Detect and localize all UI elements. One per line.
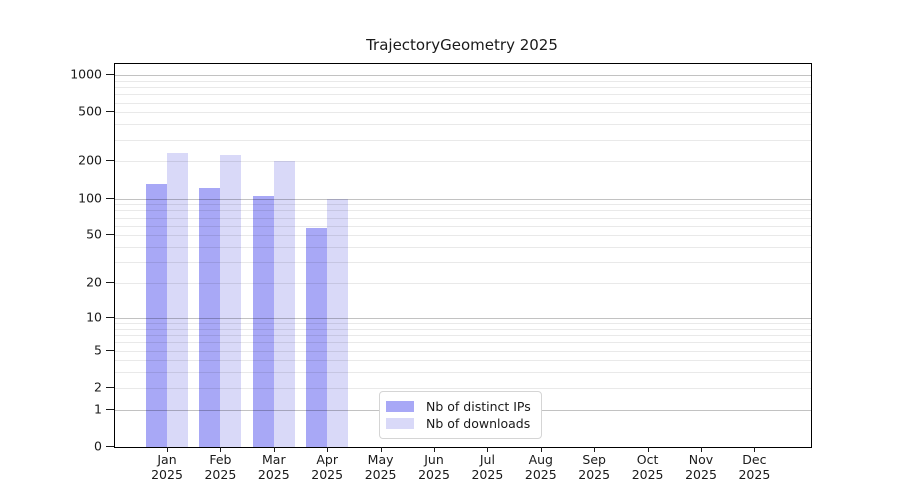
y-tick-mark-1 <box>106 408 114 410</box>
x-tick-mark-aug <box>540 447 542 452</box>
x-tick-mark-feb <box>220 447 222 452</box>
chart-title: TrajectoryGeometry 2025 <box>366 36 558 54</box>
y-tick-label-5: 5 <box>94 342 102 357</box>
x-tick-month: Oct <box>636 452 659 467</box>
legend-swatch-nb-of-distinct-ips <box>386 401 414 412</box>
y-tick-label-200: 200 <box>78 152 102 168</box>
y-tick-mark-20 <box>106 282 114 284</box>
y-tick-label-100: 100 <box>78 190 102 205</box>
x-tick-month: Nov <box>688 452 714 467</box>
x-tick-label-may: May 2025 <box>365 452 397 482</box>
x-tick-mark-oct <box>647 447 649 452</box>
x-tick-year: 2025 <box>524 467 557 482</box>
y-tick-label-500: 500 <box>78 103 102 119</box>
bar-nb-of-downloads-feb <box>220 155 242 447</box>
y-tick-label-2: 2 <box>94 379 102 395</box>
x-tick-month: May <box>367 452 394 467</box>
y-tick-mark-2 <box>106 386 114 388</box>
x-tick-label-jul: Jul 2025 <box>471 452 503 482</box>
legend-label: Nb of distinct IPs <box>426 399 531 414</box>
legend-item-nb-of-distinct-ips: Nb of distinct IPs <box>386 398 531 415</box>
x-tick-mark-nov <box>701 447 702 452</box>
x-tick-label-aug: Aug 2025 <box>525 452 557 482</box>
x-tick-label-mar: Mar 2025 <box>258 452 290 482</box>
y-tick-label-10: 10 <box>86 309 102 325</box>
legend-swatch-nb-of-downloads <box>386 418 414 429</box>
x-tick-year: 2025 <box>311 467 344 482</box>
x-tick-label-oct: Oct 2025 <box>632 452 664 482</box>
x-tick-mark-dec <box>754 447 756 452</box>
x-tick-month: Jun <box>424 452 444 467</box>
x-tick-mark-jun <box>434 447 435 452</box>
y-tick-mark-10 <box>106 316 114 318</box>
bar-nb-of-distinct-ips-apr <box>306 228 328 447</box>
x-tick-month: Apr <box>316 452 338 467</box>
y-tick-label-1000: 1000 <box>70 66 102 82</box>
x-tick-year: 2025 <box>204 467 237 482</box>
x-tick-mark-jan <box>167 447 168 452</box>
x-tick-mark-apr <box>327 447 329 452</box>
x-tick-month: Sep <box>582 452 606 467</box>
bar-nb-of-distinct-ips-jan <box>146 183 167 447</box>
legend-label: Nb of downloads <box>426 416 531 431</box>
legend-item-nb-of-downloads: Nb of downloads <box>386 415 531 432</box>
x-tick-label-jun: Jun 2025 <box>418 452 450 482</box>
x-tick-mark-jul <box>487 447 489 452</box>
x-tick-mark-may <box>380 447 382 452</box>
bar-nb-of-distinct-ips-mar <box>252 196 274 447</box>
x-tick-label-sep: Sep 2025 <box>578 452 610 482</box>
x-tick-label-nov: Nov 2025 <box>685 452 717 482</box>
x-tick-label-jan: Jan 2025 <box>151 452 183 482</box>
x-tick-label-dec: Dec 2025 <box>738 452 770 482</box>
y-tick-label-0: 0 <box>94 438 102 454</box>
x-tick-year: 2025 <box>471 467 504 482</box>
x-tick-month: Aug <box>528 452 553 467</box>
y-tick-mark-0 <box>106 446 114 447</box>
y-tick-mark-100 <box>106 197 114 199</box>
x-tick-label-apr: Apr 2025 <box>311 452 343 482</box>
x-tick-mark-sep <box>594 447 596 452</box>
y-tick-mark-5 <box>106 349 114 351</box>
legend: Nb of distinct IPs Nb of downloads <box>379 391 542 439</box>
x-tick-year: 2025 <box>578 467 611 482</box>
x-tick-month: Jul <box>479 452 495 467</box>
x-tick-year: 2025 <box>257 467 290 482</box>
bar-nb-of-distinct-ips-feb <box>199 188 221 447</box>
x-tick-month: Mar <box>262 452 286 467</box>
x-tick-year: 2025 <box>738 467 771 482</box>
x-tick-month: Jan <box>157 452 177 467</box>
y-tick-mark-50 <box>106 234 114 236</box>
x-tick-year: 2025 <box>685 467 717 482</box>
x-tick-year: 2025 <box>631 467 664 482</box>
y-tick-label-50: 50 <box>86 226 102 242</box>
bars-layer <box>115 64 811 447</box>
x-tick-month: Feb <box>209 452 232 467</box>
x-tick-mark-mar <box>273 447 275 452</box>
x-tick-year: 2025 <box>151 467 183 482</box>
bar-nb-of-downloads-mar <box>273 161 295 447</box>
bar-nb-of-downloads-apr <box>327 198 349 447</box>
bar-nb-of-downloads-jan <box>167 153 188 447</box>
y-tick-label-1: 1 <box>94 401 102 417</box>
y-tick-mark-1000 <box>106 74 114 75</box>
x-tick-month: Dec <box>742 452 767 467</box>
y-tick-label-20: 20 <box>86 274 102 290</box>
plot-area: Nb of distinct IPs Nb of downloads <box>114 63 812 448</box>
x-tick-year: 2025 <box>418 467 450 482</box>
y-tick-mark-500 <box>106 111 114 113</box>
y-tick-mark-200 <box>106 160 114 162</box>
x-tick-label-feb: Feb 2025 <box>204 452 236 482</box>
x-tick-year: 2025 <box>364 467 397 482</box>
